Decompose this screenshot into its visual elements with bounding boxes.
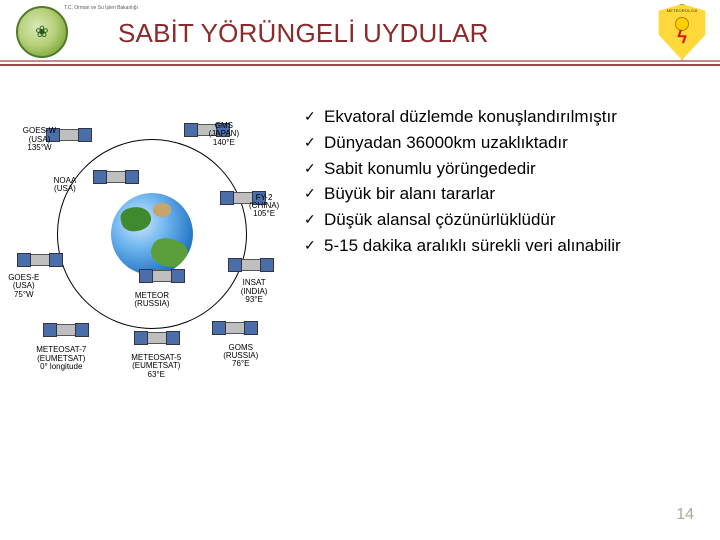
satellite-goms (225, 322, 245, 334)
diagram-container: GOES-W(USA)135°W GMS(JAPAN)140°E NOAA(USA)… (22, 104, 282, 364)
ministry-logo: ❀ T.C. Orman ve Su İşleri Bakanlığı (6, 4, 78, 60)
check-icon: ✓ (304, 134, 316, 152)
check-icon: ✓ (304, 108, 316, 126)
landmass (119, 204, 153, 234)
satellite-label-goes-e: GOES-E(USA)75°W (8, 274, 39, 299)
leaf-icon: ❀ (35, 22, 48, 42)
page-title: SABİT YÖRÜNGELİ UYDULAR (118, 18, 489, 49)
satellite-label-insat: INSAT(INDIA)93°E (241, 279, 268, 304)
satellite-label-meteosat5: METEOSAT-5(EUMETSAT)63°E (131, 354, 181, 379)
bolt-icon: ϟ (677, 27, 687, 48)
satellite-label-meteor: METEOR(RUSSIA) (134, 292, 169, 309)
ministry-logo-circle: ❀ (16, 6, 68, 58)
satellite-meteor (152, 270, 172, 282)
check-icon: ✓ (304, 211, 316, 229)
satellite-label-gms: GMS(JAPAN)140°E (209, 122, 240, 147)
check-icon: ✓ (304, 185, 316, 203)
ministry-logo-caption: T.C. Orman ve Su İşleri Bakanlığı (64, 6, 138, 12)
satellite-goes-e (30, 254, 50, 266)
header-divider-thin (0, 60, 720, 62)
bullet-text: Büyük bir alanı tararlar (324, 184, 495, 203)
check-icon: ✓ (304, 237, 316, 255)
bullet-item: ✓ Düşük alansal çözünürlüklüdür (304, 209, 694, 231)
satellite-label-goms: GOMS(RUSSIA)76°E (223, 344, 258, 369)
page-number: 14 (676, 506, 694, 524)
satellite-label-goes-w: GOES-W(USA)135°W (23, 127, 56, 152)
satellite-goes-w (59, 129, 79, 141)
slide-header: ❀ T.C. Orman ve Su İşleri Bakanlığı SABİ… (0, 0, 720, 66)
satellite-meteosat7 (56, 324, 76, 336)
satellite-label-meteosat7: METEOSAT-7(EUMETSAT)0° longitude (36, 346, 86, 371)
bullet-list: ✓Ekvatoral düzlemde konuşlandırılmıştır✓… (304, 106, 694, 364)
geostationary-satellites-diagram: GOES-W(USA)135°W GMS(JAPAN)140°E NOAA(USA)… (22, 104, 282, 364)
bullet-text: Sabit konumlu yörüngededir (324, 159, 536, 178)
satellite-insat (241, 259, 261, 271)
meteoroloji-logo: METEOROLOJİ ϟ (656, 4, 712, 60)
bullet-text: Ekvatoral düzlemde konuşlandırılmıştır (324, 107, 617, 126)
bullet-item: ✓ 5-15 dakika aralıklı sürekli veri alına… (304, 235, 694, 257)
content-row: GOES-W(USA)135°W GMS(JAPAN)140°E NOAA(USA)… (0, 100, 720, 364)
bullet-item: ✓ Büyük bir alanı tararlar (304, 183, 694, 205)
shield-banner-text: METEOROLOJİ (667, 8, 698, 13)
bullet-text: Dünyadan 36000km uzaklıktadır (324, 133, 568, 152)
bullet-text: 5-15 dakika aralıklı sürekli veri alınab… (324, 236, 621, 255)
bullet-text: Düşük alansal çözünürlüklüdür (324, 210, 556, 229)
satellite-noaa (106, 171, 126, 183)
bullet-item: ✓ Ekvatoral düzlemde konuşlandırılmıştır (304, 106, 694, 128)
shield-icon: METEOROLOJİ ϟ (656, 4, 708, 60)
satellite-meteosat5 (147, 332, 167, 344)
landmass (153, 203, 171, 217)
bullet-item: ✓ Dünyadan 36000km uzaklıktadır (304, 132, 694, 154)
check-icon: ✓ (304, 160, 316, 178)
satellite-label-fy2: FY-2(CHINA)105°E (249, 194, 279, 219)
header-divider-thick (0, 64, 720, 66)
bullet-item: ✓ Sabit konumlu yörüngededir (304, 158, 694, 180)
earth-globe (111, 193, 193, 275)
satellite-label-noaa: NOAA(USA) (54, 177, 77, 194)
